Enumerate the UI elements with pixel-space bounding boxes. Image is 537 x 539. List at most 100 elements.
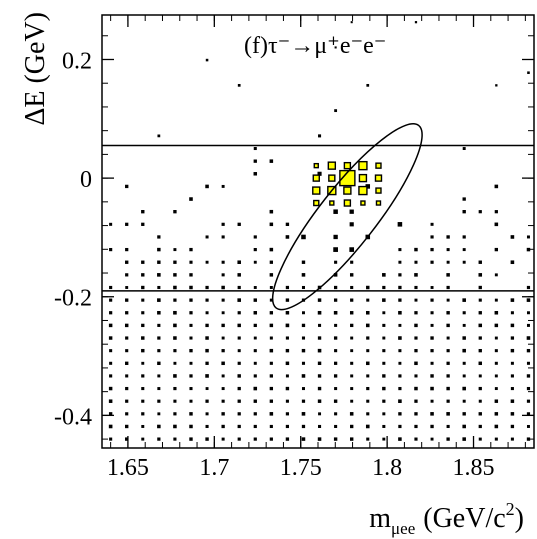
- bin-cell: [109, 311, 113, 315]
- bin-cell: [141, 210, 145, 214]
- bin-cell: [382, 399, 386, 403]
- bin-cell: [269, 399, 274, 403]
- bin-cell: [333, 310, 338, 315]
- bin-cell: [173, 412, 177, 416]
- bin-cell: [157, 399, 161, 403]
- bin-cell: [494, 349, 498, 353]
- bin-cell: [189, 424, 193, 429]
- signal-bin: [360, 200, 366, 206]
- bin-cell: [446, 361, 450, 365]
- bin-cell: [414, 437, 418, 441]
- bin-cell: [205, 437, 209, 441]
- bin-cell: [478, 374, 482, 378]
- bin-cell: [366, 361, 370, 366]
- bin-cell: [462, 248, 466, 252]
- bin-cell: [269, 386, 274, 391]
- bin-cell: [430, 222, 434, 226]
- bin-cell: [446, 260, 450, 264]
- bin-cell: [221, 399, 225, 403]
- bin-cell: [510, 298, 515, 302]
- bin-cell: [430, 235, 434, 239]
- bin-cell: [253, 260, 257, 264]
- bin-cell: [189, 336, 193, 340]
- bin-cell: [382, 374, 386, 378]
- bin-cell: [349, 247, 355, 252]
- bin-cell: [462, 399, 466, 403]
- bin-cell: [237, 222, 241, 226]
- bin-cell: [189, 412, 193, 416]
- bin-cell: [109, 247, 113, 252]
- bin-cell: [141, 437, 145, 441]
- signal-bin: [328, 174, 336, 182]
- signal-bin: [329, 200, 335, 206]
- bin-cell: [253, 349, 257, 353]
- bin-cell: [157, 336, 161, 340]
- bin-cell: [221, 412, 225, 416]
- bin-cell: [526, 386, 531, 391]
- bin-cell: [462, 361, 466, 365]
- bin-cell: [125, 222, 129, 226]
- signal-bin: [358, 173, 368, 183]
- bin-cell: [109, 222, 113, 226]
- bin-cell: [253, 172, 258, 176]
- bin-cell: [109, 374, 113, 378]
- signal-bin: [343, 161, 352, 170]
- bin-cell: [269, 336, 273, 340]
- bin-cell: [125, 349, 129, 353]
- bin-cell: [189, 374, 193, 378]
- bin-cell: [334, 109, 338, 113]
- bin-cell: [382, 323, 386, 327]
- bin-cell: [430, 311, 434, 315]
- bin-cell: [221, 336, 225, 340]
- bin-cell: [108, 323, 113, 328]
- bin-cell: [478, 298, 482, 302]
- bin-cell: [510, 323, 515, 328]
- bin-cell: [221, 184, 225, 188]
- bin-cell: [526, 374, 531, 378]
- bin-cell: [382, 361, 386, 365]
- bin-cell: [157, 285, 161, 290]
- bin-cell: [173, 298, 177, 302]
- bin-cell: [446, 285, 450, 290]
- bin-cell: [221, 285, 225, 290]
- bin-cell: [157, 247, 161, 252]
- bin-cell: [526, 412, 531, 416]
- bin-cell: [495, 84, 498, 87]
- bin-cell: [109, 349, 113, 353]
- bin-cell: [157, 273, 161, 277]
- bin-cell: [382, 336, 386, 340]
- bin-cell: [173, 210, 177, 214]
- bin-cell: [173, 260, 177, 264]
- bin-cell: [334, 349, 338, 353]
- bin-cell: [301, 273, 306, 277]
- bin-cell: [301, 260, 306, 264]
- bin-cell: [462, 348, 466, 353]
- bin-cell: [494, 210, 498, 214]
- bin-cell: [173, 285, 177, 290]
- bin-cell: [237, 285, 241, 290]
- bin-cell: [189, 260, 193, 264]
- bin-cell: [125, 184, 129, 189]
- bin-cell: [462, 386, 466, 391]
- bin-cell: [382, 311, 386, 315]
- bin-cell: [269, 374, 273, 378]
- bin-cell: [189, 387, 193, 391]
- bin-cell: [494, 374, 498, 378]
- bin-cell: [285, 235, 290, 239]
- bin-cell: [414, 336, 418, 340]
- bin-cell: [462, 235, 466, 239]
- bin-cell: [430, 247, 434, 252]
- bin-cell: [109, 298, 113, 302]
- bin-cell: [494, 247, 499, 252]
- bin-cell: [349, 222, 354, 227]
- bin-cell: [108, 424, 113, 429]
- bin-cell: [494, 323, 499, 328]
- bin-cell: [301, 285, 306, 290]
- bin-cell: [446, 248, 450, 252]
- bin-cell: [285, 386, 290, 391]
- bin-cell: [494, 184, 499, 189]
- bin-cell: [526, 424, 530, 428]
- bin-cell: [141, 273, 145, 277]
- bin-cell: [414, 247, 418, 252]
